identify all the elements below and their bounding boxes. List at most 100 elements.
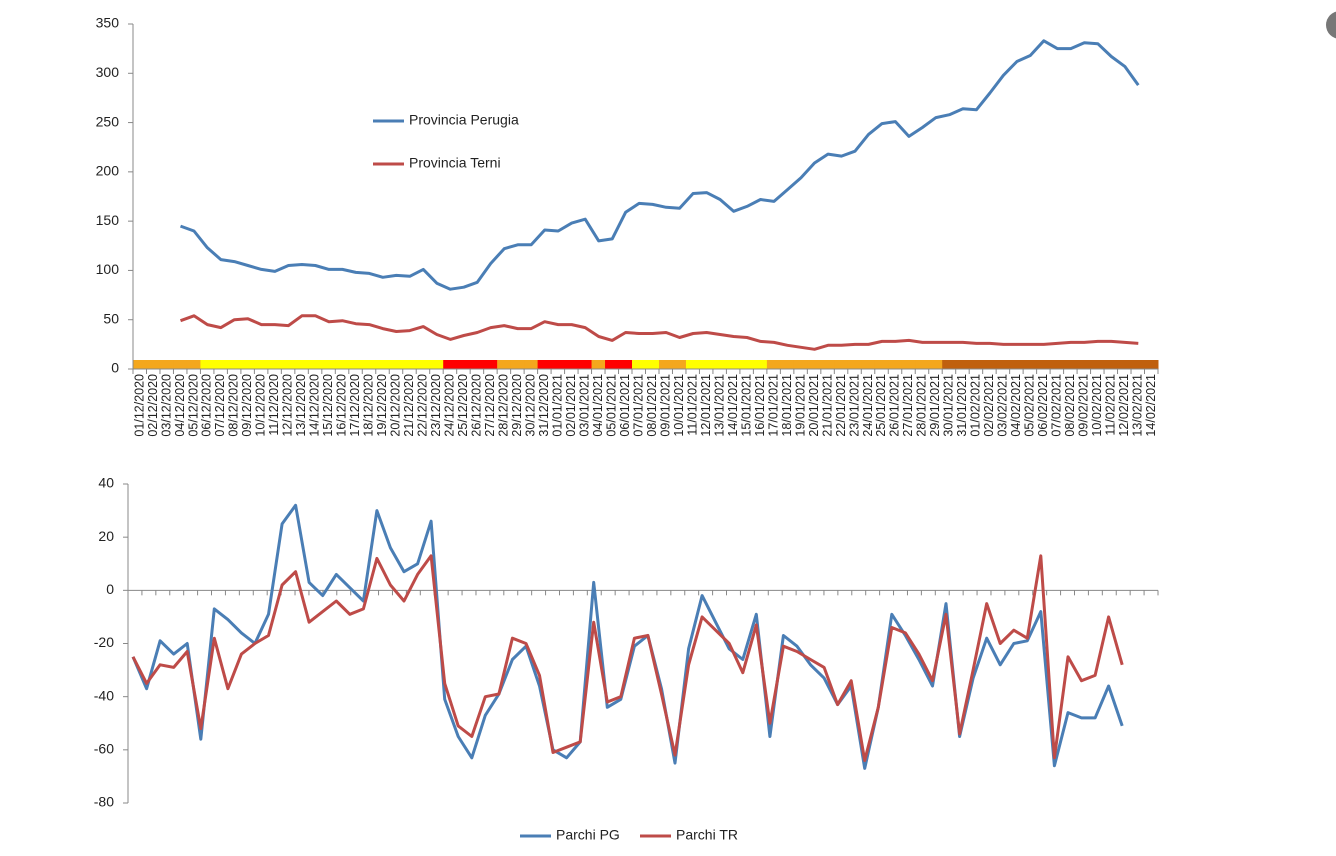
x-tick-label: 20/01/2021: [807, 374, 821, 437]
zone-band: [375, 360, 390, 369]
x-tick-label: 17/01/2021: [766, 374, 780, 437]
zone-band: [861, 360, 876, 369]
y-tick-label: -40: [94, 687, 114, 703]
zone-band: [281, 360, 296, 369]
x-tick-label: 14/02/2021: [1144, 374, 1158, 437]
legend-label: Provincia Perugia: [409, 112, 519, 128]
x-tick-label: 24/01/2021: [861, 374, 875, 437]
x-tick-label: 01/02/2021: [969, 374, 983, 437]
zone-band: [294, 360, 309, 369]
x-tick-label: 22/01/2021: [834, 374, 848, 437]
zone-band: [753, 360, 768, 369]
x-tick-label: 19/12/2020: [375, 374, 389, 437]
zone-band: [456, 360, 471, 369]
zone-band: [133, 360, 147, 369]
zone-band: [443, 360, 458, 369]
x-tick-label: 22/12/2020: [416, 374, 430, 437]
x-tick-label: 01/12/2020: [132, 374, 146, 437]
x-tick-label: 16/01/2021: [753, 374, 767, 437]
x-tick-label: 09/12/2020: [240, 374, 254, 437]
x-tick-label: 01/01/2021: [550, 374, 564, 437]
x-tick-label: 02/01/2021: [564, 374, 578, 437]
zone-band: [470, 360, 485, 369]
y-tick-label: 150: [96, 212, 120, 228]
x-tick-label: 26/01/2021: [888, 374, 902, 437]
x-tick-label: 28/12/2020: [497, 374, 511, 437]
zone-band: [186, 360, 201, 369]
zone-band: [321, 360, 336, 369]
zone-band: [820, 360, 835, 369]
x-tick-label: 04/01/2021: [591, 374, 605, 437]
y-tick-label: 250: [96, 113, 120, 129]
y-tick-label: 0: [111, 360, 119, 376]
zone-band: [672, 360, 687, 369]
zone-band: [901, 360, 916, 369]
x-tick-label: 08/12/2020: [227, 374, 241, 437]
y-tick-label: 100: [96, 261, 120, 277]
zone-band: [564, 360, 579, 369]
zone-band: [267, 360, 282, 369]
y-tick-label: 300: [96, 64, 120, 80]
zone-band: [780, 360, 795, 369]
x-tick-label: 07/02/2021: [1050, 374, 1064, 437]
x-tick-label: 12/01/2021: [699, 374, 713, 437]
x-tick-label: 02/12/2020: [146, 374, 160, 437]
zone-band: [928, 360, 943, 369]
zone-band: [658, 360, 673, 369]
x-tick-label: 15/12/2020: [321, 374, 335, 437]
series-line: [179, 314, 1139, 351]
legend-label: Parchi PG: [556, 827, 620, 843]
zone-band: [254, 360, 269, 369]
x-tick-label: 10/02/2021: [1090, 374, 1104, 437]
x-tick-label: 27/12/2020: [483, 374, 497, 437]
zone-band: [146, 360, 161, 369]
zone-band: [335, 360, 350, 369]
zone-band: [173, 360, 188, 369]
zone-band: [1131, 360, 1146, 369]
zone-band: [308, 360, 323, 369]
zone-band: [834, 360, 849, 369]
zone-band: [847, 360, 862, 369]
x-tick-label: 10/01/2021: [672, 374, 686, 437]
y-tick-label: 40: [98, 475, 114, 491]
y-tick-label: 0: [106, 581, 114, 597]
y-tick-label: -80: [94, 794, 114, 810]
zone-band: [605, 360, 620, 369]
zone-band: [645, 360, 660, 369]
zone-band: [874, 360, 889, 369]
zone-band: [551, 360, 566, 369]
x-tick-label: 23/12/2020: [429, 374, 443, 437]
zone-band: [1104, 360, 1119, 369]
zone-band: [429, 360, 444, 369]
y-tick-label: 350: [96, 15, 120, 31]
x-tick-label: 12/12/2020: [281, 374, 295, 437]
zone-band: [618, 360, 633, 369]
x-tick-label: 31/12/2020: [537, 374, 551, 437]
y-tick-label: 50: [103, 310, 119, 326]
x-tick-label: 12/02/2021: [1117, 374, 1131, 437]
zone-band: [483, 360, 498, 369]
x-tick-label: 30/12/2020: [524, 374, 538, 437]
zone-band: [416, 360, 431, 369]
x-tick-label: 21/01/2021: [820, 374, 834, 437]
x-tick-label: 29/12/2020: [510, 374, 524, 437]
zone-band: [362, 360, 377, 369]
zone-band: [1050, 360, 1065, 369]
x-tick-label: 14/12/2020: [308, 374, 322, 437]
x-tick-label: 11/12/2020: [267, 374, 281, 436]
zone-band: [955, 360, 970, 369]
zone-band: [524, 360, 539, 369]
zone-band: [1090, 360, 1105, 369]
zone-band: [807, 360, 822, 369]
zone-band: [227, 360, 242, 369]
zone-band: [1036, 360, 1051, 369]
zone-band: [632, 360, 646, 369]
x-tick-label: 05/01/2021: [604, 374, 618, 437]
x-tick-label: 06/02/2021: [1036, 374, 1050, 437]
x-tick-label: 27/01/2021: [901, 374, 915, 437]
x-tick-label: 29/01/2021: [928, 374, 942, 437]
x-tick-label: 03/12/2020: [159, 374, 173, 437]
x-tick-label: 18/01/2021: [780, 374, 794, 437]
